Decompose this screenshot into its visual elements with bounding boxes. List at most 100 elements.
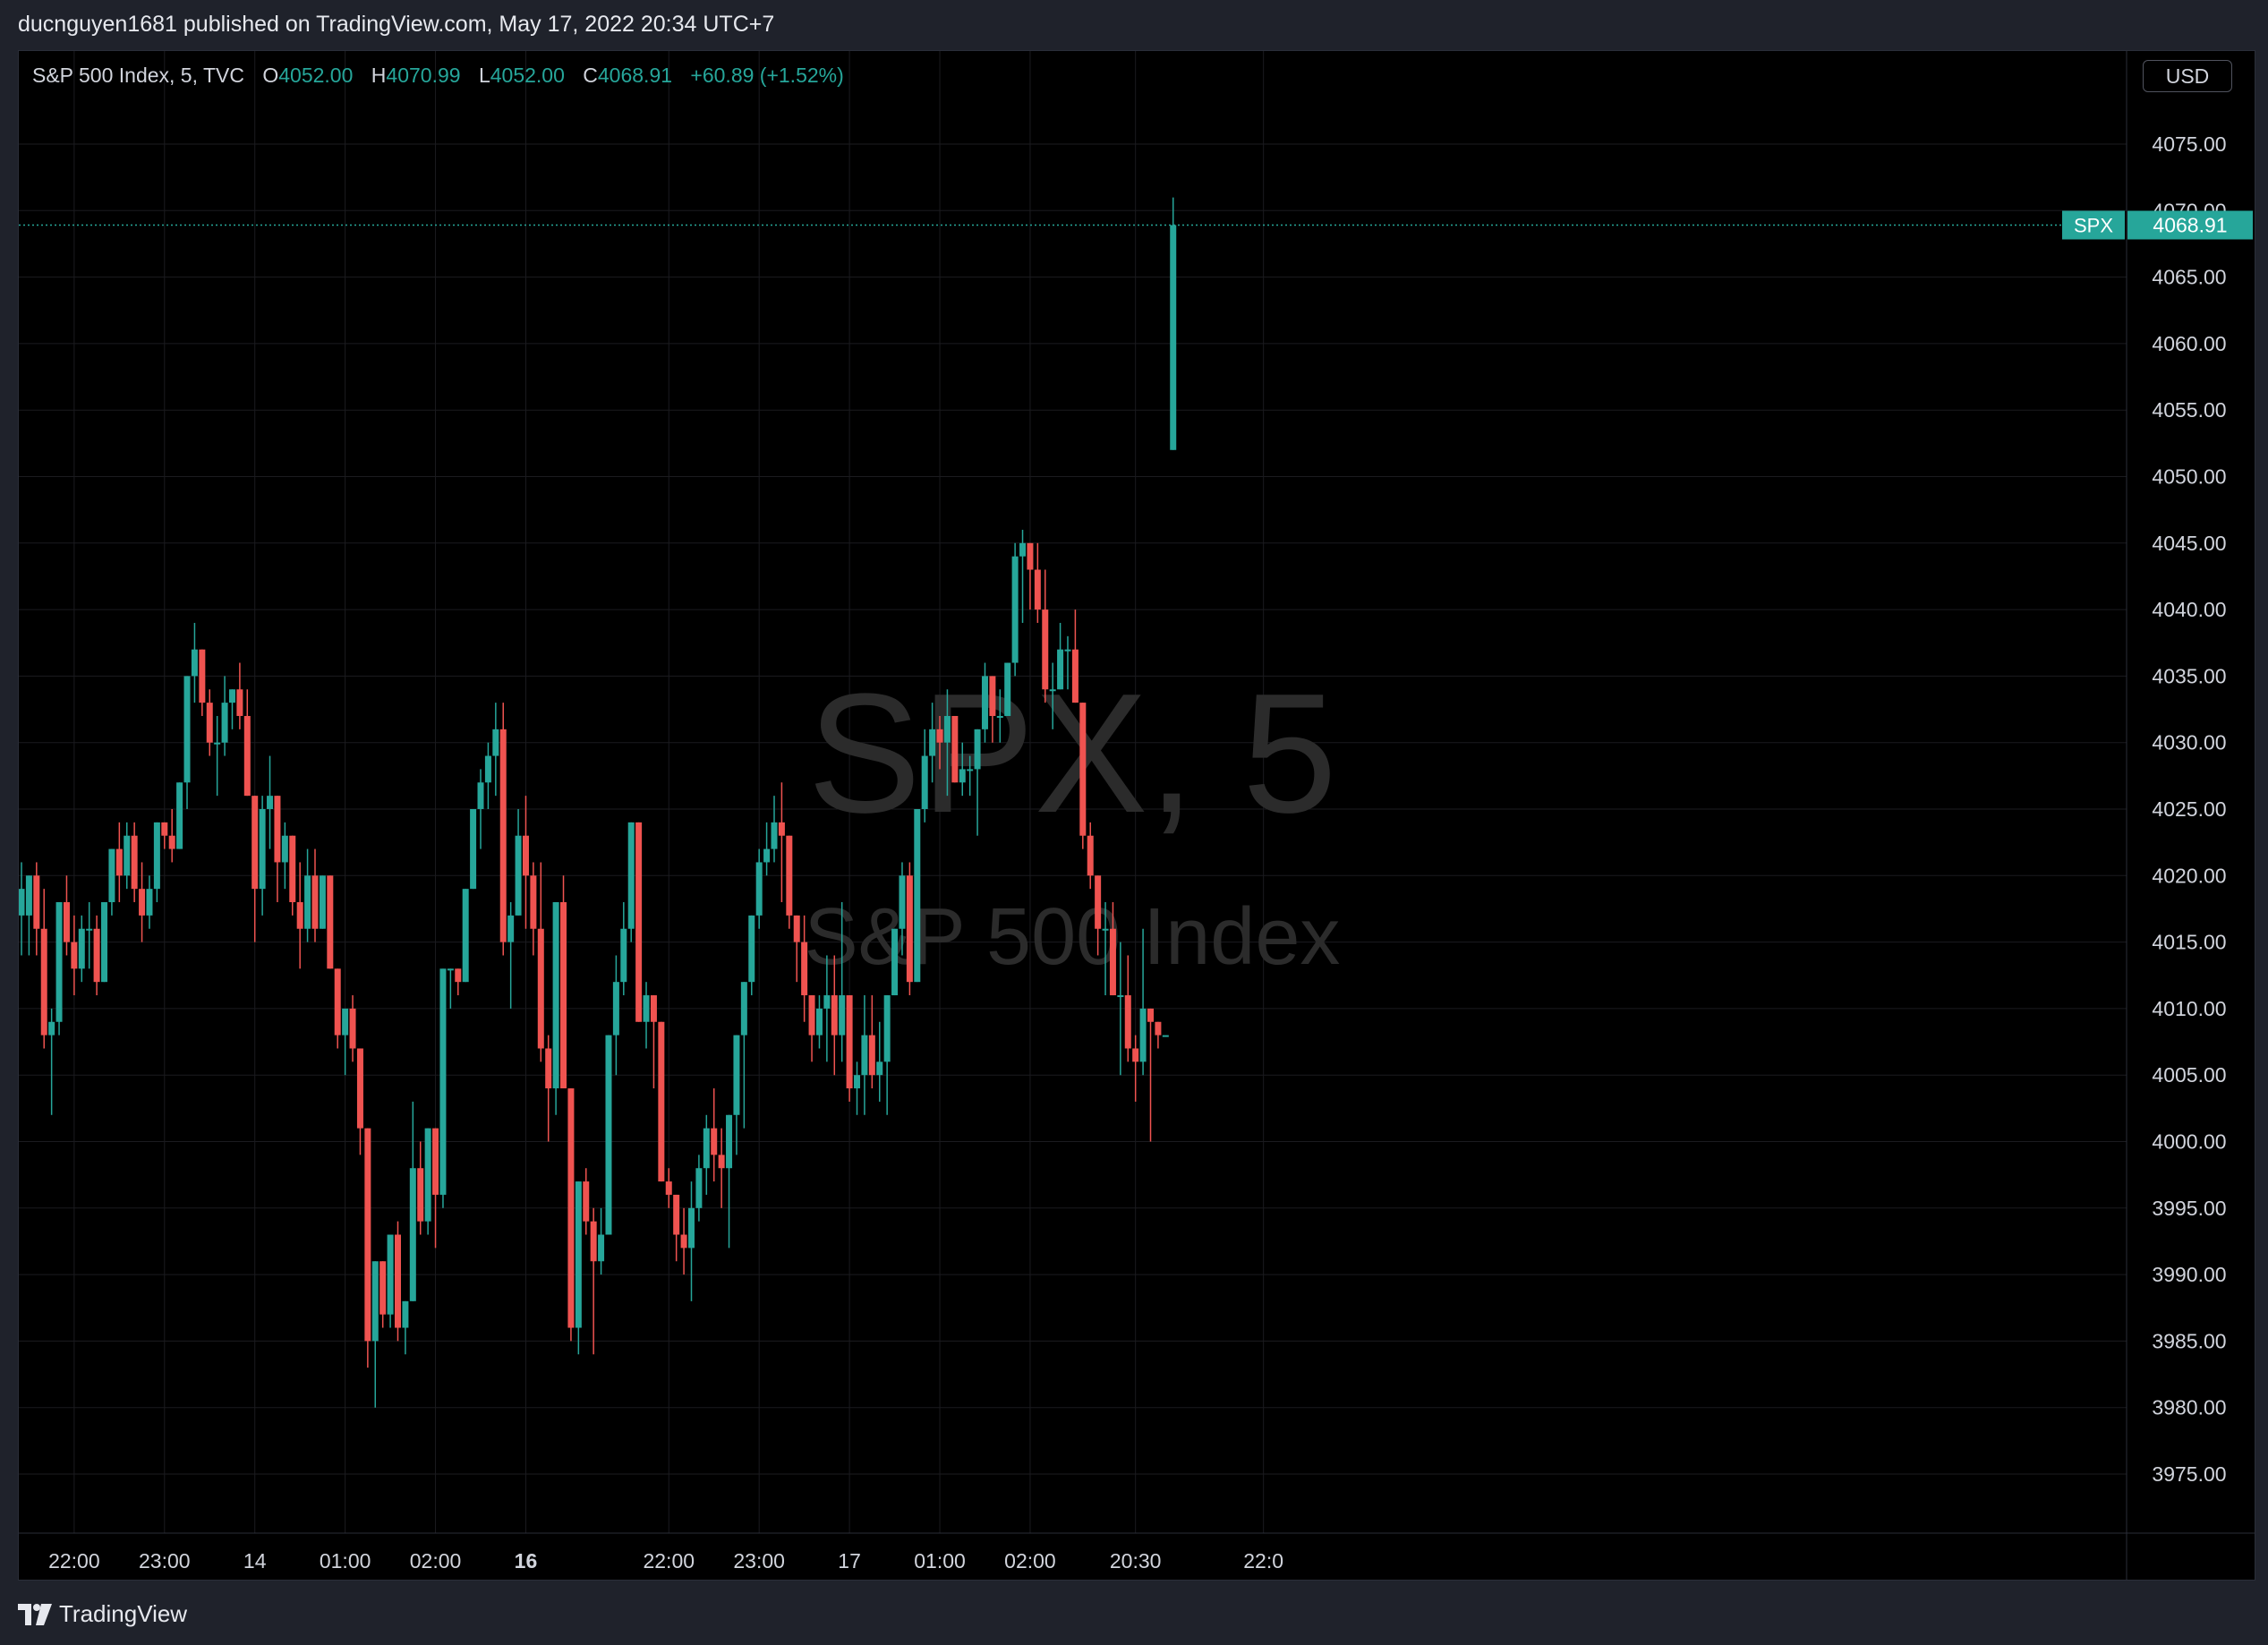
candle-body bbox=[627, 822, 635, 929]
candle-body bbox=[876, 1061, 883, 1076]
tradingview-logo-icon bbox=[18, 1603, 52, 1625]
y-tick-label: 4060.00 bbox=[2152, 332, 2226, 355]
candle-body bbox=[951, 715, 959, 783]
candle-body bbox=[447, 968, 454, 971]
price-tag-value: 4068.91 bbox=[2153, 213, 2227, 236]
candle-body bbox=[891, 928, 899, 996]
candle-body bbox=[33, 875, 40, 929]
candle-body bbox=[522, 835, 529, 876]
y-tick-label: 3980.00 bbox=[2152, 1396, 2226, 1419]
candle-body bbox=[854, 1075, 861, 1089]
candle-body bbox=[1057, 649, 1064, 690]
chart-frame[interactable]: SPX, 5 S&P 500 Index 4075.00 4070.00 4065.… bbox=[18, 50, 2255, 1581]
candle-body bbox=[1095, 875, 1102, 929]
candle-body bbox=[989, 676, 996, 716]
candle-body bbox=[726, 1114, 733, 1169]
candle-body bbox=[371, 1261, 379, 1342]
candle-body bbox=[560, 902, 567, 1089]
x-tick-label: 02:00 bbox=[1004, 1549, 1056, 1573]
candle-body bbox=[19, 889, 25, 916]
time-axis[interactable]: 22:00 23:00 14 01:00 02:00 16 22:00 23:00 17 01:0… bbox=[19, 1532, 2255, 1573]
candle-body bbox=[1064, 649, 1071, 652]
candle-body bbox=[115, 848, 123, 876]
candle-body bbox=[1139, 1008, 1147, 1062]
candle-body bbox=[1117, 995, 1124, 998]
candle-body bbox=[1042, 609, 1049, 690]
candle-body bbox=[424, 1128, 431, 1222]
candle-body bbox=[296, 902, 303, 929]
candle-body bbox=[439, 968, 447, 1195]
candle-body bbox=[364, 1128, 371, 1342]
candle-body bbox=[484, 755, 491, 783]
y-tick-label: 4020.00 bbox=[2152, 864, 2226, 887]
y-tick-label: 4035.00 bbox=[2152, 664, 2226, 687]
candle-body bbox=[839, 995, 846, 1036]
candle-body bbox=[687, 1207, 695, 1249]
x-tick-label: 23:00 bbox=[139, 1549, 191, 1573]
candle-body bbox=[793, 915, 800, 942]
candle-body bbox=[267, 796, 274, 809]
candle-body bbox=[537, 928, 544, 1049]
candle-body bbox=[808, 995, 815, 1036]
x-tick-label: 20:30 bbox=[1110, 1549, 1162, 1573]
y-tick-label: 4025.00 bbox=[2152, 797, 2226, 821]
x-tick-label: 22:00 bbox=[48, 1549, 100, 1573]
candle-body bbox=[665, 1181, 672, 1195]
candle-body bbox=[274, 796, 281, 863]
candle-body bbox=[899, 875, 906, 929]
candle-body bbox=[455, 968, 462, 983]
legend-open-value: 4052.00 bbox=[278, 64, 354, 87]
candle-body bbox=[831, 995, 838, 1036]
y-tick-label: 3995.00 bbox=[2152, 1197, 2226, 1220]
x-tick-label: 01:00 bbox=[320, 1549, 371, 1573]
candle-body bbox=[402, 1300, 409, 1328]
candlestick-chart[interactable]: SPX, 5 S&P 500 Index 4075.004070.004065.… bbox=[19, 51, 2255, 1581]
legend-low-label: L bbox=[478, 64, 490, 87]
candle-body bbox=[575, 1181, 582, 1328]
watermark: SPX, 5 S&P 500 Index bbox=[805, 659, 1341, 982]
candle-body bbox=[146, 889, 153, 916]
legend-close-value: 4068.91 bbox=[597, 64, 673, 87]
tradingview-logo[interactable]: TradingView bbox=[18, 1600, 187, 1628]
candle-body bbox=[319, 875, 326, 929]
candle-body bbox=[1079, 703, 1087, 836]
candle-body bbox=[55, 902, 63, 1022]
legend-symbol: S&P 500 Index, 5, TVC bbox=[32, 64, 244, 87]
x-tick-label: 22:0 bbox=[1243, 1549, 1283, 1573]
candle-body bbox=[395, 1234, 401, 1328]
ohlc-legend: S&P 500 Index, 5, TVC O4052.00 H4070.99 … bbox=[32, 64, 844, 88]
x-tick-label: 17 bbox=[838, 1549, 861, 1573]
candle-body bbox=[846, 995, 853, 1089]
y-tick-label: 4045.00 bbox=[2152, 532, 2226, 555]
candle-body bbox=[763, 848, 771, 863]
candle-body bbox=[214, 742, 221, 745]
watermark-name: S&P 500 Index bbox=[805, 892, 1341, 982]
candle-body bbox=[515, 835, 522, 916]
x-tick-label: 01:00 bbox=[914, 1549, 966, 1573]
candle-body bbox=[168, 835, 175, 849]
candle-body bbox=[86, 928, 93, 931]
candle-body bbox=[959, 769, 966, 783]
price-tag-value-bg bbox=[2127, 210, 2253, 240]
candle-body bbox=[78, 928, 85, 969]
candle-body bbox=[236, 689, 243, 716]
y-tick-label: 4075.00 bbox=[2152, 132, 2226, 156]
top-header: ducnguyen1681 published on TradingView.c… bbox=[0, 0, 2268, 50]
candle-body bbox=[243, 715, 251, 797]
price-tag-symbol: SPX bbox=[2074, 214, 2113, 236]
candle-body bbox=[590, 1221, 597, 1262]
candle-body bbox=[906, 875, 913, 983]
candle-body bbox=[1087, 835, 1094, 876]
candle-body bbox=[139, 889, 146, 916]
candle-body bbox=[861, 1035, 868, 1076]
candle-body bbox=[755, 862, 763, 916]
candle-body bbox=[409, 1168, 416, 1301]
candle-body bbox=[228, 689, 235, 703]
currency-button[interactable]: USD bbox=[2143, 60, 2232, 92]
candle-body bbox=[786, 835, 793, 916]
candle-body bbox=[1027, 542, 1034, 570]
price-axis[interactable]: 4075.004070.004065.004060.004055.004050.… bbox=[2126, 51, 2227, 1581]
candle-body bbox=[48, 1021, 55, 1036]
candle-body bbox=[996, 715, 1003, 718]
candle-body bbox=[304, 875, 311, 929]
